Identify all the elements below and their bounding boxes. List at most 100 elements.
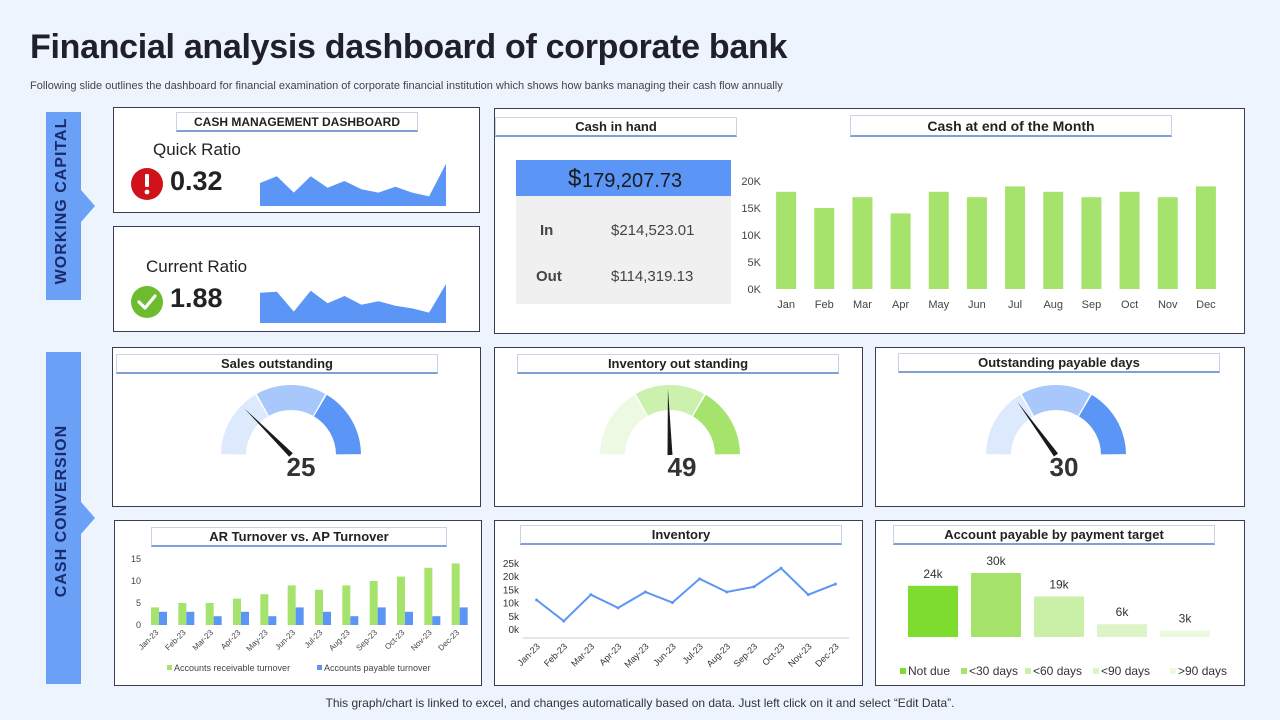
- inventory-outstanding-value: 49: [667, 452, 697, 482]
- payable-target-title: Account payable by payment target: [893, 525, 1215, 545]
- y-tick-label: 15k: [503, 585, 520, 596]
- point-dec-23: [833, 582, 837, 586]
- x-tick-label: Jun-23: [273, 628, 297, 652]
- bar-target-4: [1097, 624, 1147, 637]
- x-tick-label: Mar-23: [569, 641, 596, 668]
- payable-days-title: Outstanding payable days: [898, 353, 1220, 373]
- legend-label: <90 days: [1101, 664, 1150, 678]
- x-tick-label: May: [928, 299, 949, 311]
- legend-label: Accounts receivable turnover: [174, 663, 290, 673]
- bar-jan: [776, 191, 797, 289]
- y-tick-label: 0K: [748, 284, 762, 296]
- x-tick-label: Jan-23: [515, 641, 542, 668]
- legend-label: <60 days: [1033, 664, 1082, 678]
- cash-in-value: $214,523.01: [611, 222, 695, 239]
- payable-days-value: 30: [1049, 452, 1079, 482]
- cash-out-value: $114,319.13: [611, 268, 694, 285]
- cash-total-box: $ 179,207.73: [516, 160, 731, 196]
- payable-target-panel: Account payable by payment target 24k 30k…: [875, 520, 1245, 686]
- x-tick-label: Feb-23: [163, 628, 188, 653]
- bar-nov: [1157, 197, 1178, 289]
- bar-sep: [1081, 197, 1102, 289]
- y-tick-label: 0k: [508, 625, 520, 636]
- ar-ap-panel: AR Turnover vs. AP Turnover 0 5 10 15 Jan-23…: [114, 520, 482, 686]
- current-ratio-label: Current Ratio: [146, 257, 248, 276]
- point-jan-23: [535, 598, 539, 602]
- gauge-segment-1: [600, 394, 648, 455]
- legend-swatch: [317, 665, 322, 670]
- x-tick-label: Jan-23: [137, 628, 161, 652]
- x-tick-label: Feb: [815, 299, 834, 311]
- current-ratio-panel: Current Ratio 1.88: [113, 226, 480, 332]
- current-ratio-area: [260, 284, 446, 323]
- inventory-line: [535, 567, 836, 623]
- x-tick-label: Jul-23: [303, 628, 325, 650]
- cash-in-label: In: [540, 222, 554, 239]
- point-nov-23: [806, 593, 810, 597]
- gauge-segment-2: [1021, 385, 1091, 416]
- working-capital-label: WORKING CAPITAL: [53, 117, 70, 285]
- y-tick-label: 25k: [503, 559, 520, 570]
- y-tick-label: 5k: [508, 612, 520, 623]
- inventory-outstanding-panel: Inventory out standing 49: [494, 347, 863, 507]
- bar-apr: [890, 213, 911, 289]
- current-ratio-area-chart: [260, 284, 446, 323]
- y-tick-label: 10k: [503, 599, 520, 610]
- data-label: 6k: [1116, 605, 1130, 619]
- point-jul-23: [698, 577, 702, 581]
- x-tick-label: Sep-23: [354, 628, 379, 653]
- inventory-outstanding-title: Inventory out standing: [517, 354, 839, 374]
- y-tick-label: 20K: [741, 176, 761, 188]
- bar-ap-nov-23: [432, 616, 441, 625]
- bar-ap-apr-23: [241, 611, 249, 625]
- quick-ratio-label: Quick Ratio: [153, 140, 241, 159]
- data-label: 30k: [986, 554, 1006, 568]
- y-tick-label: 15K: [741, 203, 761, 215]
- payable-days-panel: Outstanding payable days 30: [875, 347, 1245, 507]
- cash-management-title: CASH MANAGEMENT DASHBOARD: [176, 112, 418, 132]
- x-tick-label: Apr-23: [597, 641, 623, 667]
- bar-ap-feb-23: [186, 611, 195, 625]
- x-tick-label: Oct-23: [760, 641, 786, 667]
- x-tick-label: Sep: [1082, 299, 1102, 311]
- gauge-segment-1: [221, 394, 269, 455]
- legend-swatch: [167, 665, 172, 670]
- bar-ap-jan-23: [159, 611, 167, 625]
- x-tick-label: Oct: [1121, 299, 1138, 311]
- legend-swatch: [1025, 668, 1031, 674]
- legend-label: Not due: [908, 664, 950, 678]
- x-tick-label: Dec: [1196, 299, 1216, 311]
- ar-ap-title: AR Turnover vs. AP Turnover: [151, 527, 447, 547]
- legend-swatch: [961, 668, 967, 674]
- payable-target-chart: 24k 30k 19k 6k 3k Not due <30 days <60 days <90 …: [900, 554, 1227, 678]
- bar-ap-aug-23: [350, 616, 359, 625]
- gauge-needle: [244, 408, 293, 457]
- y-tick-label: 20k: [503, 572, 520, 583]
- bar-ar-jun-23: [287, 585, 296, 625]
- x-tick-label: Jun: [968, 299, 986, 311]
- bar-ap-sep-23: [377, 607, 386, 625]
- x-tick-label: Nov-23: [409, 628, 434, 653]
- x-tick-label: Jan: [777, 299, 795, 311]
- x-tick-label: Jul: [1008, 299, 1022, 311]
- x-tick-label: Aug-23: [705, 641, 733, 669]
- bar-ar-sep-23: [369, 581, 378, 625]
- y-tick-label: 5K: [748, 257, 762, 269]
- page-subtitle: Following slide outlines the dashboard f…: [30, 80, 783, 92]
- quick-ratio-area-chart: [260, 163, 446, 206]
- sales-outstanding-gauge: [221, 385, 361, 457]
- gauge-segment-2: [256, 385, 326, 416]
- x-tick-label: Jun-23: [651, 641, 678, 668]
- x-tick-label: May-23: [622, 641, 650, 669]
- cash-month-chart: 0K 5K 10K 15K 20K Jan Feb Mar Apr May Jun Jul Aug Sep…: [741, 176, 1216, 311]
- inventory-chart: 0k 5k 10k 15k 20k 25k Jan-23 Feb-23 Mar-23 Apr-23…: [503, 559, 849, 670]
- bar-ar-may-23: [260, 594, 269, 625]
- bar-oct: [1119, 191, 1140, 289]
- x-tick-label: Apr: [892, 299, 909, 311]
- bar-ap-oct-23: [405, 611, 413, 625]
- point-mar-23: [589, 593, 593, 597]
- quick-ratio-area: [260, 163, 446, 206]
- bar-feb: [814, 208, 835, 289]
- cash-conversion-label: CASH CONVERSION: [53, 424, 70, 598]
- bar-ap-mar-23: [213, 616, 222, 625]
